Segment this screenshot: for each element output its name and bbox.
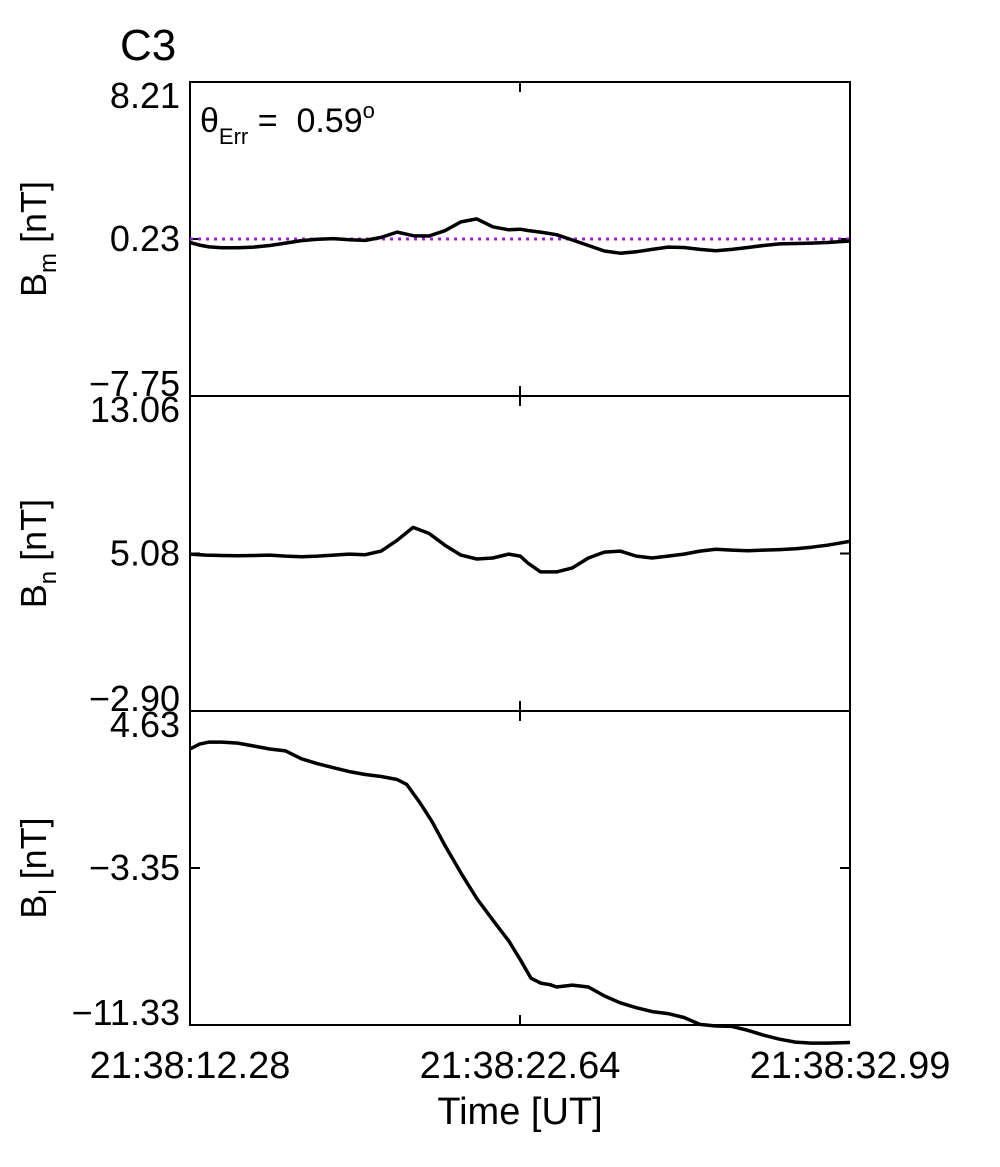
y-axis-label-main-Bl: B	[13, 895, 54, 919]
y-tick-label-Bm-1: 0.23	[110, 218, 180, 259]
y-tick-label-Bm-2: −7.75	[89, 363, 180, 404]
y-axis-label-sub-Bl: l	[35, 889, 62, 894]
series-line-Bm	[189, 217, 851, 255]
angle-error-subscript: Err	[219, 124, 248, 149]
y-axis-label-main-Bn: B	[13, 584, 54, 608]
series-line-Bl	[189, 740, 851, 1045]
angle-error-equals: =	[248, 102, 296, 140]
y-tick-label-Bn-0: 13.06	[90, 389, 180, 430]
y-axis-label-main-Bm: B	[13, 273, 54, 297]
y-tick-label-Bl-2: −11.33	[72, 992, 180, 1033]
y-tick-label-Bm-0: 8.21	[110, 75, 180, 116]
y-axis-label-Bl: Bl [nT]	[13, 817, 62, 918]
panel-frame-Bn	[189, 395, 851, 712]
angle-error-degree: o	[363, 98, 375, 123]
y-tick-label-Bn-1: 5.08	[110, 533, 180, 574]
y-axis-label-unit-Bm: [nT]	[13, 181, 54, 253]
x-tick-label-1: 21:38:22.64	[420, 1045, 621, 1087]
y-tick-label-Bl-0: 4.63	[110, 704, 180, 745]
angle-error-value: 0.59	[296, 102, 362, 140]
y-tick-label-Bn-2: −2.90	[89, 678, 180, 719]
y-axis-label-Bm: Bm [nT]	[13, 181, 62, 297]
panel-frame-Bl	[189, 710, 851, 1026]
x-axis-label: Time [UT]	[437, 1091, 602, 1133]
y-axis-label-sub-Bn: n	[35, 571, 62, 584]
y-axis-label-sub-Bm: m	[35, 253, 62, 273]
x-tick-label-0: 21:38:12.28	[90, 1045, 291, 1087]
angle-error-symbol: θ	[200, 102, 219, 140]
spacecraft-label: C3	[120, 21, 176, 70]
panels-group: 8.21 0.23 −7.75 Bm [nT] 13.06 5.08 −2.90 Bn [nT…	[13, 75, 851, 1045]
series-line-Bn	[189, 525, 851, 574]
angle-error-annotation: θErr = 0.59o	[200, 98, 375, 149]
x-tick-label-2: 21:38:32.99	[750, 1045, 951, 1087]
y-axis-label-Bn: Bn [nT]	[13, 499, 62, 608]
y-tick-label-Bl-1: −3.35	[89, 847, 180, 888]
y-axis-label-unit-Bn: [nT]	[13, 499, 54, 571]
y-axis-label-unit-Bl: [nT]	[13, 817, 54, 889]
